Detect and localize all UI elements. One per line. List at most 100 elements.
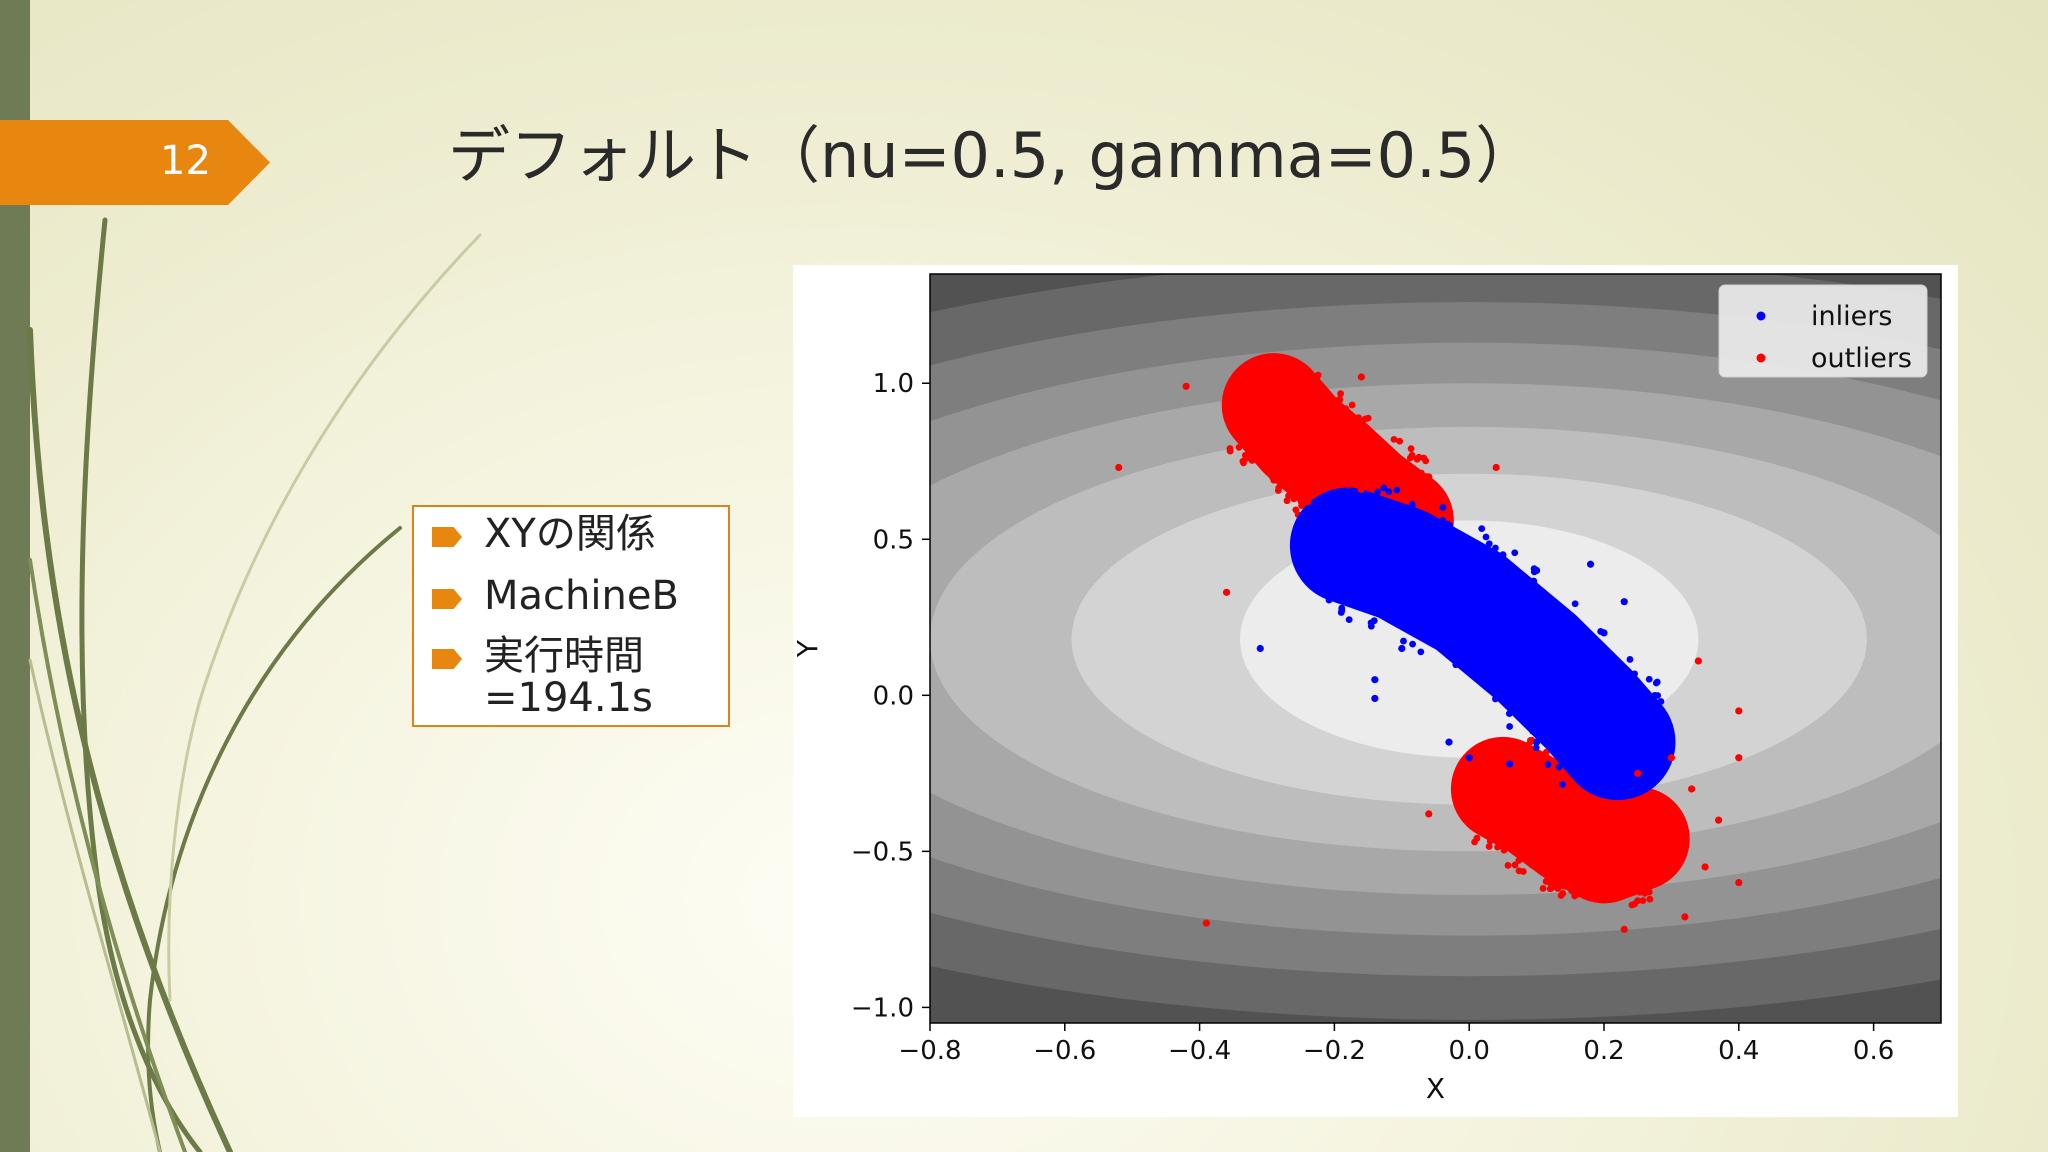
inliers-point xyxy=(1562,636,1570,643)
inlier-point xyxy=(1256,644,1264,653)
outliers-point xyxy=(1309,443,1317,451)
outliers-point xyxy=(1575,800,1583,808)
outliers-point xyxy=(1568,794,1576,802)
inliers-point xyxy=(1604,718,1612,726)
outliers-point xyxy=(1510,817,1518,824)
outliers-point xyxy=(1571,855,1579,863)
outliers-point xyxy=(1320,461,1328,469)
outliers-point xyxy=(1332,437,1340,445)
scatter-chart: −0.8 −0.6 −0.4 −0.2 0.0 0.2 0.4 0.6 −1.0 −0.5 0.0 0… xyxy=(793,273,1942,1105)
inliers-point xyxy=(1339,577,1346,585)
inlier-point xyxy=(1533,738,1541,746)
outliers-point xyxy=(1278,411,1286,418)
outliers-point xyxy=(1390,435,1398,443)
inliers-point xyxy=(1346,592,1354,600)
outliers-point xyxy=(1591,855,1599,863)
outliers-point xyxy=(1301,441,1309,449)
inliers-point xyxy=(1395,527,1403,534)
inliers-point xyxy=(1504,673,1512,681)
inliers-point xyxy=(1511,677,1519,685)
inliers-point xyxy=(1452,653,1460,661)
inliers-point xyxy=(1608,708,1615,716)
inliers-point xyxy=(1479,618,1486,626)
outliers-point xyxy=(1632,843,1640,851)
inlier-point xyxy=(1600,676,1608,684)
inliers-point xyxy=(1615,688,1623,695)
outliers-point xyxy=(1300,390,1308,398)
outliers-point xyxy=(1535,846,1543,854)
inliers-point xyxy=(1551,706,1559,714)
outliers-point xyxy=(1297,498,1305,506)
inliers-point xyxy=(1580,671,1588,679)
outliers-point xyxy=(1568,886,1575,894)
outliers-point xyxy=(1382,468,1390,476)
outliers-point xyxy=(1260,446,1268,453)
outliers-point xyxy=(1587,793,1595,801)
inliers-point xyxy=(1398,503,1406,511)
outliers-point xyxy=(1388,459,1396,467)
inliers-point xyxy=(1615,726,1623,734)
inliers-point xyxy=(1533,613,1541,621)
outliers-point xyxy=(1636,846,1644,854)
inlier-point xyxy=(1445,738,1453,746)
inliers-point xyxy=(1360,499,1367,507)
outliers-point xyxy=(1522,792,1529,800)
outliers-point xyxy=(1473,834,1481,842)
inliers-point xyxy=(1380,484,1388,492)
inliers-point xyxy=(1389,616,1397,623)
bullet-text: MachineB xyxy=(484,573,679,619)
outliers-point xyxy=(1591,814,1599,821)
inlier-point xyxy=(1371,694,1379,703)
inliers-point xyxy=(1454,621,1461,629)
outliers-point xyxy=(1601,805,1609,813)
outlier-point xyxy=(1735,754,1743,762)
outliers-point xyxy=(1592,808,1599,816)
inliers-point xyxy=(1438,630,1446,638)
inliers-point xyxy=(1363,535,1371,542)
inliers-point xyxy=(1578,765,1586,772)
inliers-point xyxy=(1532,744,1540,752)
inliers-point xyxy=(1506,723,1514,730)
inliers-point xyxy=(1370,617,1378,625)
outliers-point xyxy=(1405,490,1413,498)
outliers-point xyxy=(1600,845,1608,852)
outliers-point xyxy=(1305,414,1313,422)
inliers-point xyxy=(1353,543,1361,551)
outlier-point xyxy=(1222,588,1231,596)
outliers-point xyxy=(1286,453,1294,461)
outliers-point xyxy=(1646,895,1654,903)
outliers-point xyxy=(1352,441,1360,449)
legend-label: inliers xyxy=(1811,301,1892,332)
outliers-point xyxy=(1585,810,1592,818)
outliers-point xyxy=(1586,800,1593,808)
inliers-point xyxy=(1519,624,1527,631)
outliers-point xyxy=(1540,858,1547,866)
outliers-point xyxy=(1610,830,1618,838)
inliers-point xyxy=(1568,720,1576,728)
outliers-point xyxy=(1524,837,1531,844)
inliers-point xyxy=(1388,601,1396,609)
outliers-point xyxy=(1525,752,1533,760)
grass-decoration xyxy=(27,217,482,1152)
inliers-point xyxy=(1410,517,1418,524)
outlier-point xyxy=(1303,498,1312,506)
inliers-point xyxy=(1501,579,1508,587)
outliers-point xyxy=(1574,827,1582,835)
inliers-point xyxy=(1524,576,1532,584)
inliers-point xyxy=(1634,690,1642,698)
inliers-point xyxy=(1485,540,1493,548)
bullet-text: 実行時間 =194.1s xyxy=(484,633,653,721)
outliers-point xyxy=(1324,399,1332,407)
inliers-point xyxy=(1368,579,1376,587)
inliers-point xyxy=(1494,594,1502,602)
outliers-point xyxy=(1259,422,1266,429)
outliers-point xyxy=(1283,497,1291,505)
outliers-point xyxy=(1624,843,1632,850)
x-tick-label: 0.2 xyxy=(1583,1036,1624,1066)
outliers-point xyxy=(1396,465,1404,472)
inliers-point xyxy=(1479,557,1487,565)
outliers-point xyxy=(1606,863,1614,871)
inliers-point xyxy=(1607,724,1615,731)
y-tick-label: −0.5 xyxy=(851,837,914,867)
inliers-point xyxy=(1572,684,1580,691)
